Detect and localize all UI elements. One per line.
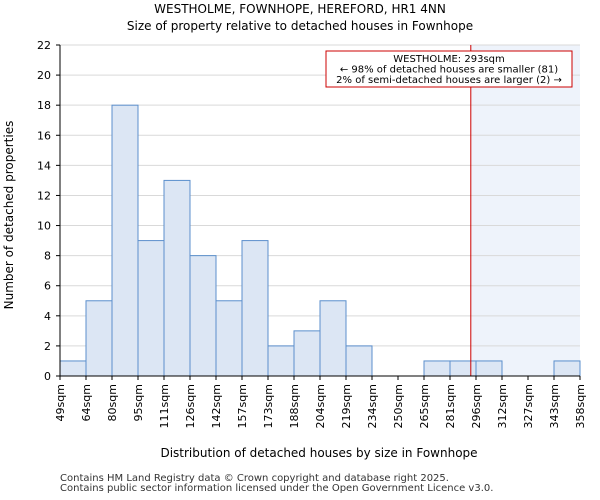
- marker-annotation-line-2: ← 98% of detached houses are smaller (81…: [340, 65, 558, 76]
- x-tick-label-9: 188sqm: [288, 384, 301, 428]
- bar-19: [553, 360, 581, 377]
- y-tick-label-6: 12: [37, 189, 51, 202]
- bar-5: [189, 255, 217, 377]
- footer-line-1: Contains HM Land Registry data © Crown c…: [60, 473, 449, 484]
- x-tick-label-20: 358sqm: [574, 384, 587, 428]
- bar-7: [241, 240, 269, 377]
- x-tick-label-13: 250sqm: [392, 384, 405, 428]
- bar-4: [163, 179, 191, 377]
- bar-0: [59, 360, 87, 377]
- x-tick-label-16: 296sqm: [470, 384, 483, 428]
- bar-3: [137, 240, 165, 377]
- bar-10: [319, 300, 347, 377]
- x-tick-label-11: 219sqm: [340, 384, 353, 428]
- bar-11: [345, 345, 373, 377]
- x-tick-label-7: 157sqm: [236, 384, 249, 428]
- x-tick-label-2: 80sqm: [106, 384, 119, 421]
- x-tick-label-18: 327sqm: [522, 384, 535, 428]
- y-tick-label-8: 16: [37, 129, 51, 142]
- x-tick-label-19: 343sqm: [548, 384, 561, 428]
- x-tick-label-6: 142sqm: [210, 384, 223, 428]
- x-tick-label-0: 49sqm: [54, 384, 67, 421]
- marker-annotation-line-1: WESTHOLME: 293sqm: [393, 54, 505, 65]
- y-tick-label-3: 6: [44, 280, 51, 293]
- y-tick-label-4: 8: [44, 250, 51, 263]
- highlight-region: [470, 45, 580, 376]
- bar-6: [215, 300, 243, 377]
- x-tick-label-17: 312sqm: [496, 384, 509, 428]
- marker-annotation-line-3: 2% of semi-detached houses are larger (2…: [336, 75, 562, 86]
- marker-annotation-box: [325, 50, 573, 88]
- x-tick-label-3: 95sqm: [132, 384, 145, 421]
- bar-2: [111, 104, 139, 377]
- x-tick-label-8: 173sqm: [262, 384, 275, 428]
- x-tick-label-12: 234sqm: [366, 384, 379, 428]
- y-axis-label: Number of detached properties: [2, 121, 16, 310]
- x-tick-label-15: 281sqm: [444, 384, 457, 428]
- bar-15: [449, 360, 477, 377]
- chart-subtitle: Size of property relative to detached ho…: [126, 19, 474, 33]
- y-tick-label-10: 20: [37, 69, 51, 82]
- x-tick-label-10: 204sqm: [314, 384, 327, 428]
- x-tick-label-1: 64sqm: [80, 384, 93, 421]
- chart-title: WESTHOLME, FOWNHOPE, HEREFORD, HR1 4NN: [154, 2, 446, 16]
- y-tick-label-5: 10: [37, 220, 51, 233]
- y-tick-label-7: 14: [37, 159, 51, 172]
- bar-8: [267, 345, 295, 377]
- y-tick-label-2: 4: [44, 310, 51, 323]
- y-tick-label-11: 22: [37, 39, 51, 52]
- footer-line-2: Contains public sector information licen…: [60, 483, 494, 494]
- y-tick-label-9: 18: [37, 99, 51, 112]
- bar-16: [475, 360, 503, 377]
- x-tick-label-4: 111sqm: [158, 384, 171, 428]
- y-tick-label-0: 0: [44, 370, 51, 383]
- bar-1: [85, 300, 113, 377]
- x-tick-label-5: 126sqm: [184, 384, 197, 428]
- x-tick-label-14: 265sqm: [418, 384, 431, 428]
- bar-9: [293, 330, 321, 377]
- y-tick-label-1: 2: [44, 340, 51, 353]
- x-axis-label: Distribution of detached houses by size …: [160, 446, 477, 460]
- bar-14: [423, 360, 451, 377]
